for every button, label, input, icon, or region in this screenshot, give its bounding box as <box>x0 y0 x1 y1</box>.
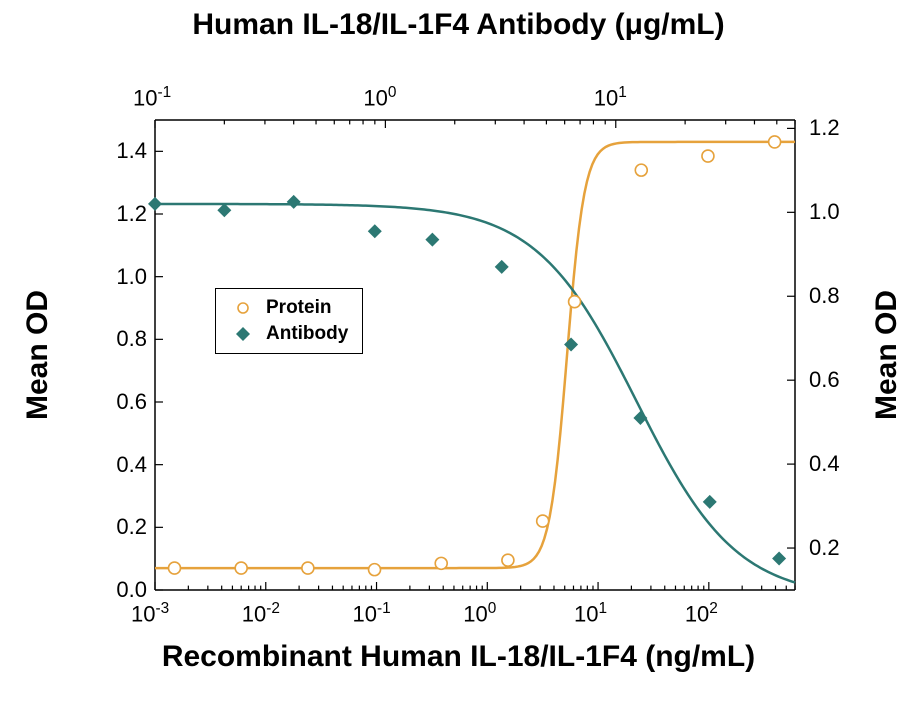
legend-label: Protein <box>266 297 331 319</box>
protein-point <box>702 150 714 162</box>
xb-tick-label: 10-2 <box>242 600 280 627</box>
antibody-point <box>368 224 382 238</box>
protein-point <box>369 564 381 576</box>
antibody-point <box>564 338 578 352</box>
antibody-point <box>633 411 647 425</box>
xb-tick-label: 102 <box>685 600 718 627</box>
xt-tick-label: 100 <box>363 84 396 111</box>
legend-label: Antibody <box>266 323 348 345</box>
protein-point <box>168 562 180 574</box>
xt-tick-label: 10-1 <box>133 84 171 111</box>
series-curve <box>155 142 795 568</box>
yl-tick-label: 0.8 <box>107 326 147 352</box>
left-axis-label: Mean OD <box>21 290 55 420</box>
yr-tick-label: 1.2 <box>809 115 840 141</box>
antibody-point <box>148 197 162 211</box>
yl-tick-label: 0.2 <box>107 514 147 540</box>
legend-item: Protein <box>226 295 348 321</box>
yr-tick-label: 0.4 <box>809 451 840 477</box>
protein-point <box>769 136 781 148</box>
legend-item: Antibody <box>226 321 348 347</box>
antibody-point <box>287 195 301 209</box>
yl-tick-label: 0.0 <box>107 577 147 603</box>
legend-swatch <box>226 324 260 344</box>
protein-point <box>502 554 514 566</box>
protein-point <box>569 296 581 308</box>
legend-swatch <box>226 298 260 318</box>
yl-tick-label: 1.2 <box>107 201 147 227</box>
yr-tick-label: 1.0 <box>809 199 840 225</box>
right-axis-label: Mean OD <box>870 290 904 420</box>
xb-tick-label: 10-1 <box>353 600 391 627</box>
xb-tick-label: 10-3 <box>131 600 169 627</box>
yr-tick-label: 0.2 <box>809 535 840 561</box>
yl-tick-label: 0.4 <box>107 452 147 478</box>
antibody-point <box>217 203 231 217</box>
yl-tick-label: 1.4 <box>107 138 147 164</box>
top-title: Human IL-18/IL-1F4 Antibody (μg/mL) <box>0 8 917 42</box>
xb-tick-label: 100 <box>463 600 496 627</box>
bottom-title: Recombinant Human IL-18/IL-1F4 (ng/mL) <box>0 640 917 674</box>
protein-point <box>635 164 647 176</box>
yr-tick-label: 0.6 <box>809 367 840 393</box>
antibody-point <box>425 233 439 247</box>
antibody-point <box>495 260 509 274</box>
protein-point <box>435 557 447 569</box>
legend: Protein Antibody <box>215 288 363 354</box>
series-curve <box>155 204 795 583</box>
protein-point <box>235 562 247 574</box>
yl-tick-label: 1.0 <box>107 264 147 290</box>
xt-tick-label: 101 <box>594 84 627 111</box>
antibody-point <box>772 552 786 566</box>
yl-tick-label: 0.6 <box>107 389 147 415</box>
antibody-point <box>703 495 717 509</box>
yr-tick-label: 0.8 <box>809 283 840 309</box>
xb-tick-label: 101 <box>574 600 607 627</box>
protein-point <box>537 515 549 527</box>
protein-point <box>302 562 314 574</box>
